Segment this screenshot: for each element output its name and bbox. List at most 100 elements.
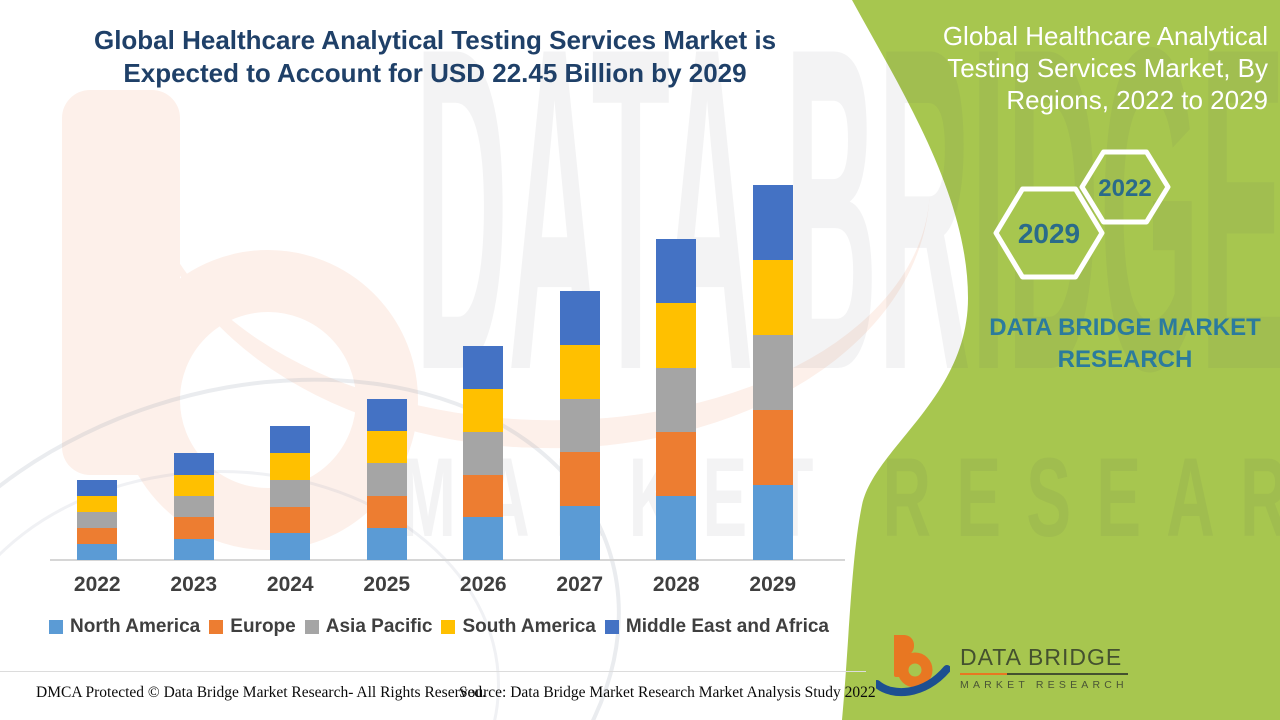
bar-segment-south-america	[270, 453, 311, 480]
bar-segment-europe	[559, 452, 600, 507]
bar-segment-north-america	[656, 495, 697, 560]
bar-segment-asia-pacific	[752, 335, 793, 410]
x-axis-label-2023: 2023	[170, 573, 218, 596]
legend-item-asia-pacific: Asia Pacific	[304, 616, 433, 638]
bar-segment-middle-east-and-africa	[270, 426, 311, 454]
brand-name-block: DATA BRIDGE MARKET RESEARCH	[960, 312, 1280, 376]
legend-item-south-america: South America	[441, 616, 596, 638]
source-note: Source: Data Bridge Market Research Mark…	[459, 684, 876, 701]
bar-segment-middle-east-and-africa	[173, 453, 214, 475]
stacked-bar-2029	[752, 185, 793, 560]
bar-segment-europe	[173, 517, 214, 539]
bar-segment-north-america	[270, 533, 311, 560]
bar-segment-north-america	[463, 517, 504, 560]
stacked-bar-2028	[656, 239, 697, 560]
side-heading-line2: Testing Services Market, By	[947, 53, 1268, 83]
chart-column-2026: 2026	[435, 140, 532, 596]
legend-item-north-america: North America	[49, 616, 200, 638]
bar-segment-europe	[752, 410, 793, 485]
chart-column-2027: 2027	[532, 140, 629, 596]
bar-segment-south-america	[752, 260, 793, 335]
legend-swatch-icon	[209, 620, 224, 634]
bar-segment-north-america	[77, 543, 118, 560]
dbmr-logo-b-icon	[876, 635, 950, 697]
legend-label: Asia Pacific	[325, 616, 433, 637]
side-panel-heading: Global Healthcare Analytical Testing Serv…	[918, 20, 1268, 116]
chart-column-2029: 2029	[725, 140, 822, 596]
bar-segment-middle-east-and-africa	[656, 239, 697, 304]
bar-segment-north-america	[366, 527, 407, 560]
legend-label: Europe	[230, 616, 296, 637]
bar-segment-europe	[656, 431, 697, 496]
bar-segment-north-america	[173, 538, 214, 560]
stacked-bar-2025	[366, 398, 407, 560]
legend-label: Middle East and Africa	[625, 616, 829, 637]
dmca-notice: DMCA Protected © Data Bridge Market Rese…	[36, 684, 486, 701]
bar-segment-middle-east-and-africa	[463, 346, 504, 389]
stacked-bar-2026	[463, 346, 504, 560]
bar-segment-asia-pacific	[559, 398, 600, 453]
chart-column-2022: 2022	[49, 140, 146, 596]
footer-divider	[0, 671, 866, 672]
legend-label: South America	[462, 616, 596, 637]
x-axis-label-2022: 2022	[73, 573, 121, 596]
hexagon-2022	[1079, 149, 1171, 225]
hexagon-2029	[993, 186, 1105, 280]
logo-name: DATA BRIDGE	[960, 644, 1123, 670]
bar-segment-middle-east-and-africa	[752, 185, 793, 260]
brand-name-line2: RESEARCH	[1057, 346, 1193, 373]
chart-column-2028: 2028	[628, 140, 725, 596]
bar-segment-middle-east-and-africa	[559, 291, 600, 345]
bar-segment-europe	[366, 495, 407, 528]
bar-segment-south-america	[173, 474, 214, 496]
legend-swatch-icon	[304, 620, 319, 634]
x-axis-line	[50, 559, 845, 561]
bar-segment-north-america	[559, 506, 600, 560]
bar-segment-europe	[77, 527, 118, 544]
logo-subname: MARKET RESEARCH	[960, 679, 1128, 691]
legend-swatch-icon	[441, 620, 456, 634]
hexagon-2029-label: 2029	[1018, 218, 1080, 249]
main-title: Global Healthcare Analytical Testing Ser…	[55, 24, 815, 90]
x-axis-label-2027: 2027	[556, 573, 604, 596]
stacked-bar-2022	[77, 479, 118, 560]
bar-segment-middle-east-and-africa	[366, 398, 407, 432]
bar-segment-asia-pacific	[270, 479, 311, 507]
stacked-bar-2027	[559, 291, 600, 560]
side-heading-line3: Regions, 2022 to 2029	[1006, 85, 1268, 115]
bar-segment-europe	[463, 474, 504, 518]
legend-item-europe: Europe	[209, 616, 296, 638]
stacked-bar-2023	[173, 453, 214, 560]
bar-segment-south-america	[656, 303, 697, 368]
bar-segment-south-america	[366, 431, 407, 464]
bar-segment-middle-east-and-africa	[77, 479, 118, 496]
bar-segment-asia-pacific	[77, 511, 118, 528]
legend-swatch-icon	[49, 620, 63, 634]
dbmr-logo: DATA BRIDGE MARKET RESEARCH	[876, 634, 1128, 700]
bar-segment-europe	[270, 506, 311, 534]
hexagon-2022-label: 2022	[1098, 175, 1151, 202]
chart-column-2023: 2023	[146, 140, 243, 596]
bar-segment-north-america	[752, 485, 793, 560]
legend-item-middle-east-and-africa: Middle East and Africa	[604, 616, 829, 638]
chart-column-2024: 2024	[242, 140, 339, 596]
x-axis-label-2026: 2026	[459, 573, 507, 596]
x-axis-label-2024: 2024	[266, 573, 314, 596]
bar-segment-south-america	[559, 344, 600, 399]
bar-segment-asia-pacific	[366, 463, 407, 496]
legend-label: North America	[70, 616, 201, 637]
stacked-bar-2024	[270, 426, 311, 560]
bar-segment-asia-pacific	[463, 431, 504, 475]
x-axis-label-2028: 2028	[652, 573, 700, 596]
green-panel-shape	[842, 0, 1280, 720]
logo-underline	[960, 673, 1128, 675]
chart-column-2025: 2025	[339, 140, 436, 596]
bar-segment-south-america	[77, 495, 118, 512]
dbmr-logo-text: DATA BRIDGE MARKET RESEARCH	[960, 644, 1128, 700]
x-axis-label-2025: 2025	[363, 573, 411, 596]
x-axis-label-2029: 2029	[749, 573, 797, 596]
legend-swatch-icon	[604, 620, 619, 634]
brand-name-line1: DATA BRIDGE MARKET	[989, 314, 1261, 341]
